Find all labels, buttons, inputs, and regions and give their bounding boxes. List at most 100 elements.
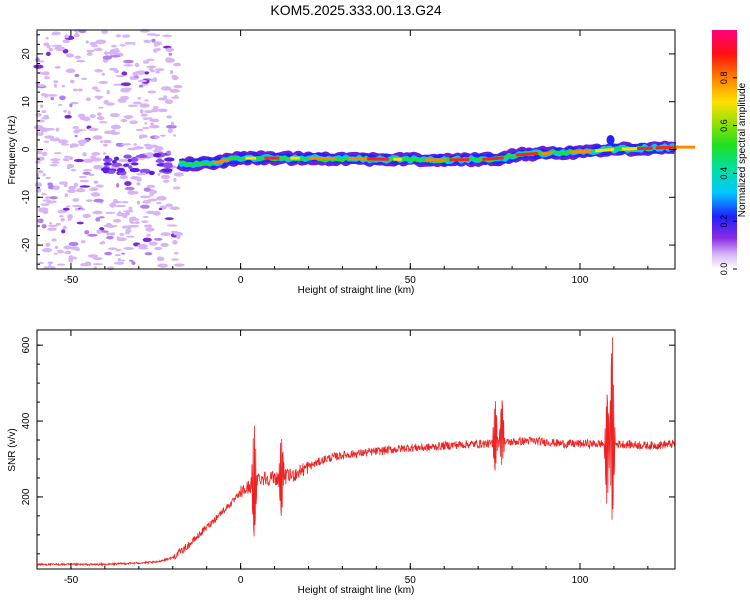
- noise-speckle: [113, 218, 122, 223]
- noise-speckle: [127, 190, 136, 195]
- noise-speckle: [142, 237, 152, 242]
- noise-blob: [160, 168, 173, 173]
- noise-blob: [129, 167, 140, 173]
- noise-speckle: [136, 176, 142, 182]
- noise-speckle: [169, 70, 174, 74]
- noise-speckle: [74, 134, 78, 138]
- noise-speckle: [125, 228, 132, 233]
- noise-speckle: [171, 258, 180, 261]
- noise-speckle: [165, 47, 175, 53]
- noise-speckle: [123, 247, 135, 250]
- noise-speckle: [119, 175, 128, 180]
- noise-speckle: [110, 124, 122, 130]
- noise-speckle: [121, 252, 126, 255]
- noise-blob: [127, 158, 132, 163]
- noise-speckle: [160, 242, 169, 247]
- noise-speckle: [85, 40, 89, 44]
- noise-speckle: [68, 185, 77, 190]
- noise-speckle: [165, 203, 173, 208]
- noise-speckle: [57, 249, 64, 253]
- noise-speckle: [47, 227, 57, 231]
- noise-speckle: [88, 173, 95, 177]
- spectrogram-y-tick-label: 10: [21, 96, 32, 108]
- noise-speckle: [99, 227, 105, 231]
- noise-speckle: [110, 44, 117, 48]
- noise-speckle: [72, 198, 79, 202]
- noise-speckle: [121, 87, 133, 91]
- noise-speckle: [121, 259, 125, 262]
- noise-speckle: [62, 39, 71, 44]
- noise-speckle: [36, 156, 45, 161]
- noise-speckle: [92, 210, 103, 215]
- noise-speckle: [128, 206, 133, 211]
- noise-speckle: [174, 232, 184, 236]
- noise-speckle: [95, 217, 101, 222]
- noise-speckle: [101, 72, 105, 76]
- noise-speckle: [45, 51, 51, 57]
- noise-speckle: [62, 207, 70, 211]
- noise-speckle: [97, 47, 102, 51]
- noise-speckle: [104, 211, 116, 214]
- noise-speckle: [60, 217, 65, 222]
- noise-speckle: [54, 245, 59, 249]
- noise-speckle: [86, 118, 91, 121]
- noise-speckle: [116, 236, 120, 241]
- snr-y-label: SNR (v/v): [7, 428, 18, 471]
- noise-speckle: [151, 108, 159, 113]
- noise-speckle: [73, 33, 80, 38]
- noise-speckle: [93, 180, 99, 184]
- noise-speckle: [35, 112, 42, 117]
- noise-speckle: [138, 84, 144, 88]
- noise-speckle: [117, 258, 122, 262]
- noise-speckle: [96, 116, 105, 121]
- noise-speckle: [144, 252, 153, 256]
- noise-speckle: [85, 199, 93, 203]
- noise-speckle: [132, 101, 143, 105]
- noise-speckle: [129, 217, 135, 221]
- noise-speckle: [140, 204, 150, 209]
- noise-speckle: [115, 75, 125, 78]
- colorbar-ticks: 0.0 0.2 0.4 0.6 0.8: [719, 72, 737, 275]
- noise-speckle: [66, 189, 76, 194]
- noise-speckle: [67, 214, 73, 219]
- noise-speckle: [53, 137, 60, 142]
- noise-speckle: [44, 196, 51, 200]
- noise-speckle: [33, 64, 44, 69]
- noise-speckle: [35, 81, 41, 85]
- noise-speckle: [85, 97, 92, 101]
- noise-speckle: [115, 34, 121, 38]
- noise-speckle: [42, 248, 53, 253]
- noise-speckle: [46, 44, 51, 49]
- noise-speckle: [62, 225, 67, 230]
- noise-speckle: [154, 246, 163, 251]
- noise-speckle: [102, 55, 113, 60]
- noise-speckle: [53, 83, 58, 88]
- noise-speckle: [63, 182, 68, 188]
- noise-speckle: [150, 122, 154, 126]
- noise-speckle: [127, 225, 132, 230]
- noise-speckle: [123, 59, 134, 64]
- colorbar-bar: [712, 30, 737, 269]
- noise-speckle: [92, 135, 103, 140]
- noise-speckle: [165, 57, 173, 60]
- noise-speckle: [140, 113, 148, 117]
- noise-speckle: [119, 44, 126, 47]
- noise-speckle: [139, 103, 150, 108]
- noise-speckle: [74, 248, 81, 252]
- noise-speckle: [51, 31, 61, 36]
- noise-speckle: [88, 127, 99, 132]
- noise-speckle: [109, 224, 118, 228]
- noise-speckle: [96, 184, 104, 188]
- noise-speckle: [75, 188, 86, 193]
- snr-y-tick-label: 600: [21, 336, 32, 353]
- noise-speckle: [67, 110, 71, 115]
- ridge-peak: [594, 147, 615, 153]
- noise-speckle: [121, 71, 128, 76]
- noise-speckle: [113, 198, 118, 203]
- noise-speckle: [142, 60, 150, 64]
- noise-speckle: [41, 110, 47, 114]
- noise-speckle: [135, 128, 144, 132]
- noise-speckle: [134, 221, 140, 225]
- noise-speckle: [81, 77, 87, 81]
- noise-speckle: [136, 200, 141, 205]
